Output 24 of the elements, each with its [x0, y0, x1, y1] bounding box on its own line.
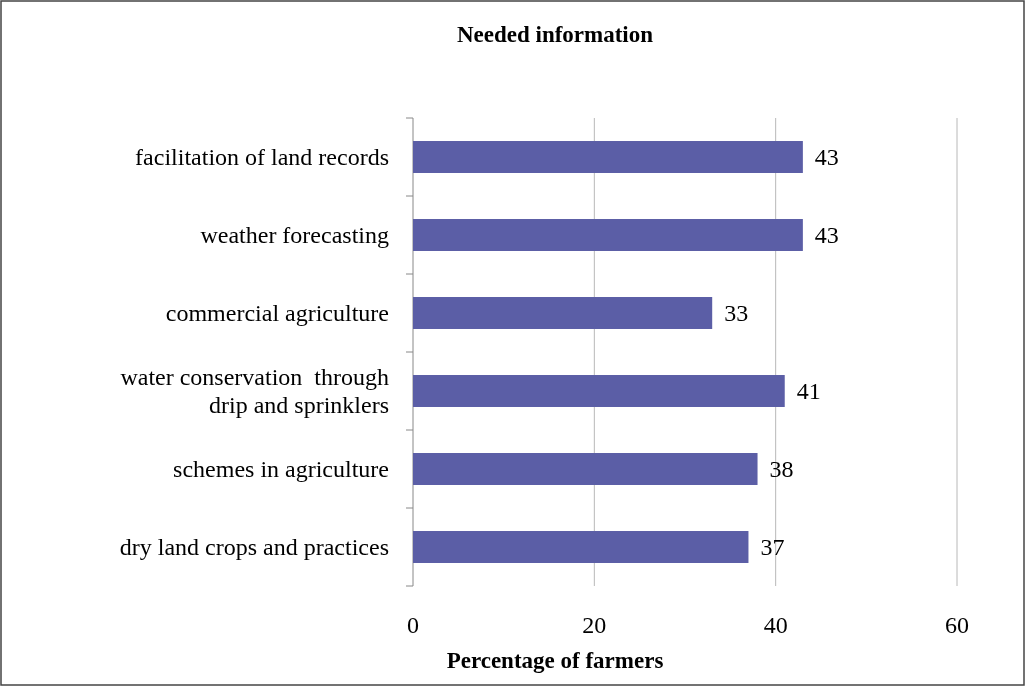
bar [413, 531, 749, 563]
data-label: 38 [769, 456, 794, 482]
data-label: 37 [760, 534, 785, 560]
y-tick-label: weather forecasting [200, 222, 389, 248]
data-label: 43 [814, 144, 839, 170]
x-tick-label: 20 [582, 612, 607, 638]
bar [413, 375, 785, 407]
x-tick-label: 60 [945, 612, 969, 638]
bar [413, 219, 803, 251]
y-tick-label: schemes in agriculture [173, 456, 389, 482]
data-label: 43 [814, 222, 839, 248]
data-label: 33 [724, 300, 749, 326]
x-axis-title: Percentage of farmers [446, 648, 664, 673]
x-tick-label: 40 [763, 612, 788, 638]
chart-title: Needed information [456, 22, 654, 47]
x-tick-label: 0 [407, 612, 419, 638]
y-tick-label: water conservation through drip and sprinklers [120, 364, 389, 418]
y-tick-label: commercial agriculture [165, 300, 389, 326]
bar [413, 141, 803, 173]
y-tick-label: dry land crops and practices [119, 534, 389, 560]
bar [413, 453, 758, 485]
bar [413, 297, 713, 329]
y-tick-label: facilitation of land records [135, 144, 389, 170]
data-label: 41 [796, 378, 821, 404]
